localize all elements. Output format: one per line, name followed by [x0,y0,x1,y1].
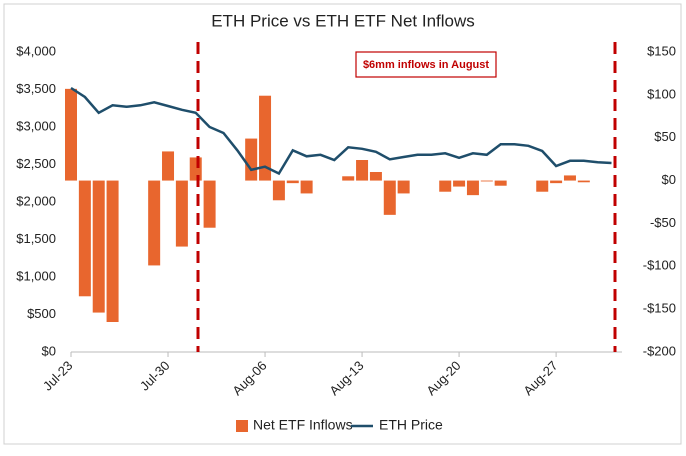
annotation-box [355,51,497,78]
bar [189,157,202,181]
bar [480,180,493,182]
bar [245,138,258,181]
y-tick-label: $2,000 [16,193,56,208]
annotation: $6mm inflows in August [363,59,489,71]
y-tick-label: $1,000 [16,268,56,283]
bar [494,180,507,186]
y2-tick-label: $0 [662,172,676,187]
bar [203,180,216,228]
bar [78,180,91,297]
y2-tick-label: $100 [647,86,676,101]
bar [106,180,119,322]
y2-tick-label: $50 [654,129,676,144]
bar [550,180,563,184]
y2-tick-label: -$50 [650,215,676,230]
bar [536,180,549,192]
bar [466,180,479,196]
bar [577,180,590,183]
legend-swatch [236,420,248,432]
y-tick-label: $0 [42,343,56,358]
legend-label: ETH Price [379,417,443,433]
chart-title: ETH Price vs ETH ETF Net Inflows [211,11,475,30]
y-tick-label: $2,500 [16,156,56,171]
y-tick-label: $1,500 [16,231,56,246]
bar [300,180,313,194]
bar [259,95,272,181]
bar [272,180,285,201]
y2-tick-label: -$200 [643,343,676,358]
bar [342,176,355,181]
price-line [70,86,612,176]
bar [148,180,161,266]
y2-tick-label: -$100 [643,258,676,273]
bar [383,180,396,215]
bar [65,88,77,181]
bar [369,172,382,181]
y2-tick-label: -$150 [643,301,676,316]
bar [356,160,369,181]
bar [397,180,410,194]
y2-tick-label: $150 [647,43,676,58]
bar [563,175,576,181]
bar [439,180,452,192]
bar [453,180,466,187]
y-tick-label: $4,000 [16,43,56,58]
legend-label: Net ETF Inflows [253,417,353,433]
y-tick-label: $500 [27,306,56,321]
y-tick-label: $3,500 [16,81,56,96]
bar [286,180,299,184]
bar [175,180,188,247]
y-tick-label: $3,000 [16,118,56,133]
bar [162,151,175,181]
bar [92,180,105,313]
